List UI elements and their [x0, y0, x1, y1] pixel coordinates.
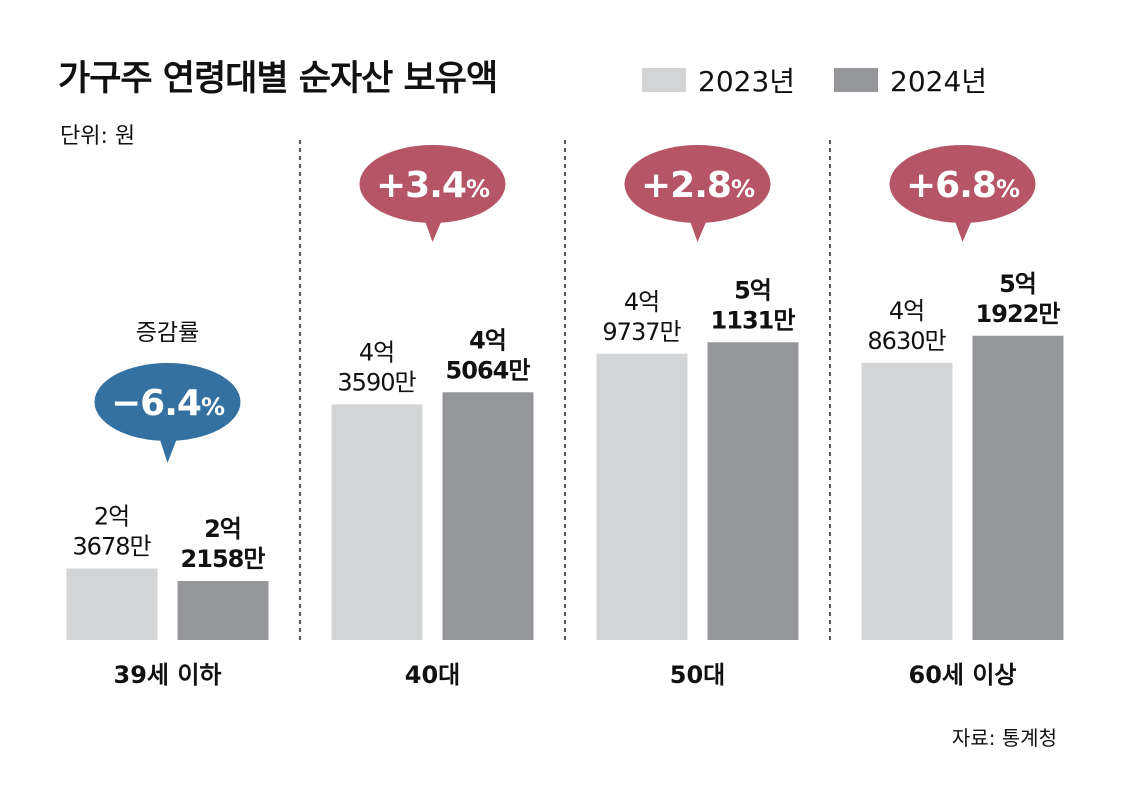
- legend-swatch-2024: [834, 68, 878, 92]
- value-label: 4억: [359, 338, 394, 366]
- bar-2024: [972, 335, 1064, 640]
- percent-sign: %: [731, 175, 755, 203]
- value-label: 5억: [734, 276, 771, 304]
- category-label: 40대: [405, 661, 460, 689]
- legend-label-2024: 2024년: [890, 65, 988, 98]
- percent-sign: %: [466, 175, 490, 203]
- category-label: 50대: [670, 661, 725, 689]
- legend-label-2023: 2023년: [698, 65, 796, 98]
- change-number: +6.8: [906, 165, 996, 206]
- bar-2023: [861, 362, 953, 640]
- percent-sign: %: [996, 175, 1020, 203]
- change-value: −6.4%: [111, 383, 225, 424]
- bar-2023: [331, 404, 423, 640]
- value-label: 4억: [469, 326, 506, 354]
- bar-2023: [66, 568, 158, 640]
- change-rate-label: 증감률: [136, 320, 199, 346]
- change-value: +3.4%: [376, 165, 490, 206]
- bar-2024: [442, 392, 534, 640]
- change-bubble: [624, 145, 771, 223]
- value-label: 8630만: [867, 327, 946, 355]
- percent-sign: %: [201, 393, 225, 421]
- value-label: 2억: [94, 502, 129, 530]
- chart-title: 가구주 연령대별 순자산 보유액: [58, 59, 498, 99]
- value-label: 2억: [204, 515, 241, 543]
- change-number: +3.4: [376, 165, 466, 206]
- change-bubble: [889, 145, 1036, 223]
- value-label: 4억: [624, 288, 659, 316]
- value-label: 4억: [889, 297, 924, 325]
- change-bubble: [359, 145, 506, 223]
- value-label: 2158만: [181, 545, 266, 573]
- bar-2023: [596, 353, 688, 640]
- change-bubble: [94, 363, 241, 441]
- legend-item-2023: 2023년: [642, 60, 795, 100]
- legend-swatch-2023: [642, 68, 686, 92]
- source-note: 자료: 통계청: [951, 726, 1057, 750]
- change-value: +6.8%: [906, 165, 1020, 206]
- value-label: 5064만: [446, 356, 531, 384]
- change-number: +2.8: [641, 165, 731, 206]
- legend-item-2024: 2024년: [834, 60, 987, 100]
- change-value: +2.8%: [641, 165, 755, 206]
- value-label: 3678만: [72, 532, 151, 560]
- value-label: 1131만: [711, 306, 796, 334]
- value-label: 3590만: [337, 368, 416, 396]
- category-label: 39세 이하: [114, 661, 222, 689]
- value-label: 1922만: [976, 300, 1061, 328]
- bar-2024: [177, 581, 269, 640]
- bar-2024: [707, 342, 799, 640]
- value-label: 9737만: [602, 318, 681, 346]
- value-label: 5억: [999, 270, 1036, 298]
- unit-label: 단위: 원: [60, 124, 136, 149]
- category-label: 60세 이상: [909, 661, 1017, 689]
- change-number: −6.4: [111, 383, 201, 424]
